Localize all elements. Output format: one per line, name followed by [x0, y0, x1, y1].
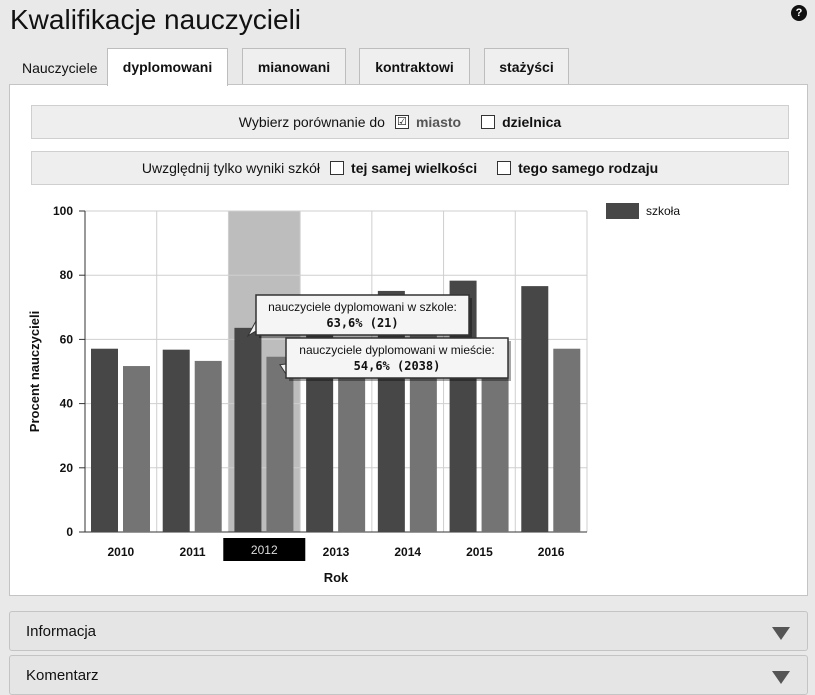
same-size-option[interactable]: tej samej wielkości — [351, 160, 478, 176]
x-tick-label: 2011 — [180, 545, 206, 559]
tooltip-title: nauczyciele dyplomowani w mieście: — [299, 343, 494, 357]
include-filter-bar: Uwzględnij tylko wyniki szkół tej samej … — [31, 151, 789, 185]
x-tick-highlight — [223, 538, 306, 561]
section-informacja[interactable]: Informacja — [9, 611, 808, 651]
bar-chart: 0 20 40 60 80 100 2010 2011 2012 2013 2014 2015 2016… — [27, 203, 680, 585]
tabs-label: Nauczyciele — [22, 60, 98, 76]
compare-label: Wybierz porównanie do — [238, 114, 385, 130]
x-tick-label: 2014 — [394, 545, 421, 559]
y-axis-title: Procent nauczycieli — [27, 311, 42, 432]
y-tick-label: 20 — [60, 461, 74, 475]
tab-stazysci[interactable]: stażyści — [484, 48, 569, 84]
bar-series-2 — [194, 360, 222, 532]
bar-series-2 — [553, 348, 581, 532]
y-tick-label: 80 — [60, 268, 74, 282]
legend-swatch — [606, 203, 639, 219]
tooltip-box — [255, 294, 470, 336]
section-komentarz[interactable]: Komentarz — [9, 655, 808, 695]
bar-series-2 — [123, 366, 150, 532]
tab-kontraktowi[interactable]: kontraktowi — [359, 48, 470, 84]
x-axis-title: Rok — [324, 570, 349, 585]
y-tick-label: 100 — [53, 204, 73, 218]
y-tick-label: 40 — [60, 397, 74, 411]
include-label: Uwzględnij tylko wyniki szkół — [141, 160, 321, 176]
tab-mianowani[interactable]: mianowani — [242, 48, 346, 84]
miasto-checkbox[interactable]: ☑ — [394, 115, 409, 129]
dzielnica-checkbox[interactable] — [481, 115, 496, 129]
tab-dyplomowani[interactable]: dyplomowani — [107, 48, 228, 86]
same-type-option[interactable]: tego samego rodzaju — [518, 160, 659, 176]
tooltip-value: 63,6% (21) — [326, 316, 398, 330]
dzielnica-option[interactable]: dzielnica — [502, 114, 562, 130]
bar-series-2 — [266, 356, 294, 532]
tooltip-box — [285, 337, 509, 379]
miasto-option[interactable]: miasto — [415, 114, 462, 130]
section-komentarz-label: Komentarz — [26, 667, 99, 684]
chevron-down-icon — [772, 627, 790, 640]
bar-series-1 — [91, 348, 118, 532]
bar-series-2 — [338, 348, 366, 532]
y-tick-label: 60 — [60, 332, 74, 346]
bar-series-1 — [234, 327, 262, 532]
x-tick-label: 2015 — [466, 545, 493, 559]
tooltip-title: nauczyciele dyplomowani w szkole: — [268, 300, 457, 314]
tooltip-value: 54,6% (2038) — [354, 359, 441, 373]
legend-label: szkoła — [646, 204, 680, 218]
help-icon[interactable]: ? — [791, 5, 807, 21]
compare-filter-bar: Wybierz porównanie do ☑ miasto dzielnica — [31, 105, 789, 139]
bar-series-1 — [162, 349, 190, 532]
x-tick-label: 2016 — [538, 545, 565, 559]
page-title: Kwalifikacje nauczycieli — [10, 4, 302, 35]
y-tick-label: 0 — [66, 525, 73, 539]
x-tick-label: 2012 — [251, 543, 278, 557]
bar-series-1 — [521, 286, 549, 532]
same-size-checkbox[interactable] — [330, 161, 345, 175]
x-tick-label: 2013 — [323, 545, 350, 559]
chevron-down-icon — [772, 671, 790, 684]
section-informacja-label: Informacja — [26, 623, 97, 640]
x-tick-label: 2010 — [108, 545, 135, 559]
same-type-checkbox[interactable] — [497, 161, 512, 175]
